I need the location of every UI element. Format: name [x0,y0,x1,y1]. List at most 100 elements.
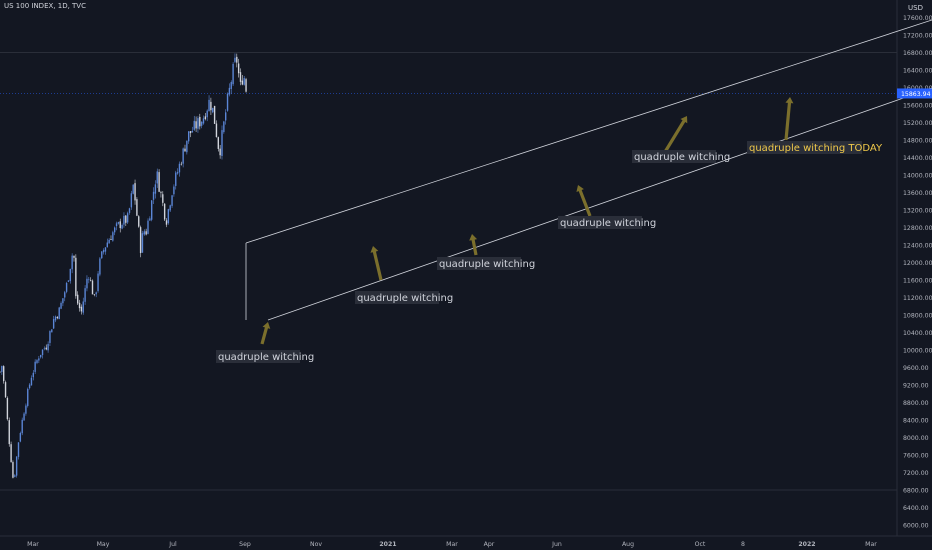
candle-body [215,123,218,138]
candle [228,83,231,97]
candle [101,251,103,259]
candle-body [99,258,101,275]
candle [71,253,73,274]
arrow-icon [260,322,271,345]
candle [45,344,47,351]
time-tick-label: 2021 [379,541,396,548]
candle-body [52,319,55,329]
candle [239,68,242,86]
annotation-label: quadruple witching [632,150,730,163]
candle [69,268,71,284]
candle-body [17,442,20,457]
candle [134,179,136,205]
candle [125,214,127,227]
price-tick-label: 6000.00 [903,523,929,530]
candle-body [110,239,112,240]
candle [221,125,223,160]
candle-body [56,316,59,319]
time-axis[interactable]: Mar May Jul Sep Nov 2021 Mar Apr Jun Aug Oct 8 2022 M… [27,541,877,548]
candle [60,301,62,310]
candle [88,277,90,284]
candle-body [104,247,107,252]
candle [86,275,88,292]
candle-body [108,239,110,244]
price-tick-label: 16800.00 [903,50,932,57]
time-tick-label: 2022 [798,541,815,548]
arrow-icon [370,246,383,281]
price-tick-label: 8000.00 [903,435,929,442]
candle-body [47,343,49,351]
candle-body [226,93,229,111]
candle-body [191,130,194,133]
annotation-arrows [260,97,794,345]
candle [30,375,33,386]
candle-body [36,360,38,363]
price-axis[interactable]: USD 17600.0017200.0016800.0016400.001600… [897,4,932,530]
candle-body [106,242,108,248]
candle [112,230,114,242]
price-tick-label: 6800.00 [903,488,929,495]
label-background [558,216,642,229]
candle-body [30,377,33,386]
candle [99,256,101,277]
channel-upper-line [245,19,932,244]
candle-body [19,432,22,442]
arrow-icon [576,185,592,217]
candle-body [151,200,153,220]
candle [123,212,125,228]
time-tick-label: Sep [239,541,251,548]
candle [143,229,145,236]
candle [167,208,170,225]
candle [89,277,92,282]
price-tick-label: 8400.00 [903,418,929,425]
candle [21,417,23,436]
label-background [355,291,439,304]
candle-body [95,292,97,295]
symbol-title: US 100 INDEX, 1D, TVC [4,2,86,10]
candle [126,211,129,224]
time-tick-label: Mar [27,541,39,548]
candle-body [169,205,171,211]
candle-body [126,213,129,223]
candle [95,291,97,298]
candle [73,255,75,262]
time-tick-label: Aug [622,541,634,548]
annotation-label: quadruple witching [216,350,314,363]
candle [151,200,153,222]
candle [193,115,195,131]
candle [149,216,151,221]
candle-body [230,82,232,89]
candle-body [152,191,155,200]
candle [226,92,229,112]
candle-body [200,121,203,126]
candle [15,456,18,478]
candle-body [25,405,27,414]
candle-body [204,116,207,120]
candle [173,184,175,197]
price-tick-label: 14400.00 [903,155,932,162]
candle-body [58,307,60,320]
price-tick-label: 9200.00 [903,383,929,390]
candle [119,218,121,233]
candle-body [188,131,190,142]
candle-body [80,306,83,312]
candle [180,161,182,166]
candle-body [1,365,3,372]
candle [186,140,188,155]
candle [78,299,81,312]
candle [171,194,173,208]
current-price-label: 15863.94 [901,91,931,98]
candle [67,280,70,283]
candle-body [163,203,166,220]
label-background [747,141,862,154]
annotation-labels: quadruple witching quadruple witching quad… [216,141,883,363]
candle-body [156,171,158,184]
candle-body [189,131,192,134]
price-tick-label: 8800.00 [903,400,929,407]
candle [19,431,22,443]
candle [136,197,138,217]
label-text: quadruple witching [439,259,535,270]
candle [158,169,160,193]
candle-body [149,218,151,221]
